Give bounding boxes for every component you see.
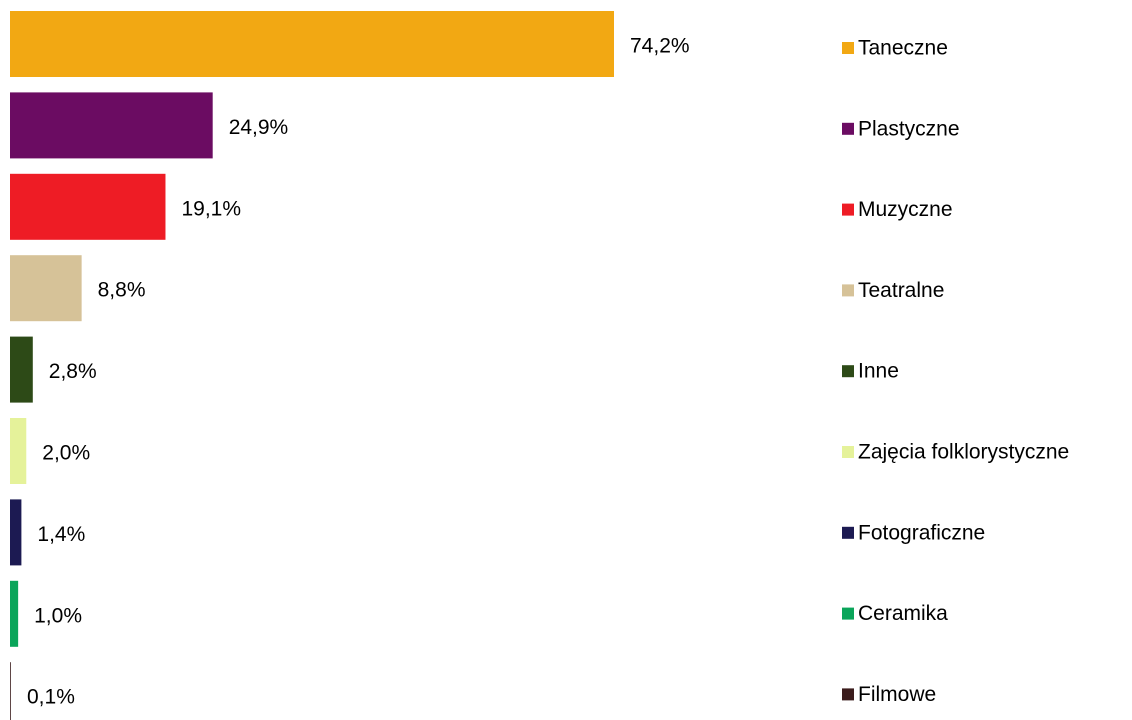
value-label: 1,0% (34, 604, 82, 627)
bar (10, 173, 166, 240)
legend-label: Teatralne (858, 279, 944, 302)
value-label: 0,1% (27, 686, 75, 709)
legend-swatch (842, 122, 854, 135)
legend-swatch (842, 607, 854, 620)
bar (10, 255, 82, 322)
legend-label: Plastyczne (858, 117, 960, 140)
legend-label: Muzyczne (858, 198, 953, 221)
legend-swatch (842, 42, 854, 54)
bar (10, 92, 213, 159)
bar (10, 11, 614, 77)
legend-swatch (842, 526, 854, 539)
legend-swatch (842, 284, 854, 297)
legend-label: Inne (858, 360, 899, 383)
value-label: 74,2% (630, 35, 690, 58)
value-label: 2,8% (49, 360, 97, 383)
legend-label: Filmowe (858, 683, 936, 706)
value-label: 19,1% (181, 197, 241, 220)
bar (10, 336, 33, 403)
legend-label: Fotograficzne (858, 521, 985, 544)
legend-label: Zajęcia folklorystyczne (858, 441, 1069, 464)
bar (10, 662, 11, 720)
legend-swatch (842, 365, 854, 378)
legend-label: Taneczne (858, 37, 948, 60)
bar (10, 499, 22, 566)
value-label: 8,8% (98, 279, 146, 302)
legend-swatch (842, 446, 854, 458)
value-label: 24,9% (229, 116, 289, 139)
legend-swatch (842, 203, 854, 216)
legend-swatch (842, 688, 854, 701)
bar (10, 418, 27, 484)
value-label: 2,0% (42, 442, 90, 465)
value-label: 1,4% (37, 523, 85, 546)
bar (10, 580, 19, 647)
legend-label: Ceramika (858, 602, 948, 625)
